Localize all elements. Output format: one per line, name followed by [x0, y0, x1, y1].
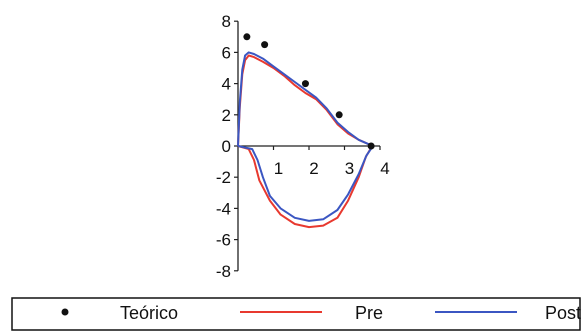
x-tick-label: 3	[345, 159, 354, 178]
y-tick-label: 2	[222, 106, 231, 125]
x-tick-label: 4	[380, 159, 389, 178]
x-tick-label: 1	[274, 159, 283, 178]
legend-box	[11, 297, 581, 331]
y-tick-label: 8	[222, 12, 231, 31]
y-tick-label: -2	[216, 168, 231, 187]
legend-teorico-marker	[61, 308, 69, 316]
series-post-line	[237, 51, 374, 222]
y-tick-label: -4	[216, 199, 231, 218]
series-points-group	[243, 33, 375, 150]
series-teorico-point	[367, 142, 375, 150]
y-tick-label: 4	[222, 75, 231, 94]
legend-pre-label: Pre	[355, 303, 383, 323]
series-teorico-point	[243, 33, 251, 41]
series-teorico-point	[261, 41, 269, 49]
series-teorico-point	[335, 111, 343, 119]
x-tick-label: 2	[309, 159, 318, 178]
y-tick-label: -6	[216, 231, 231, 250]
y-tick-label: 6	[222, 43, 231, 62]
axes-group: 8 6 4 2 0 -2 -4 -6 -8 1 2 3 4	[216, 12, 390, 281]
legend-post-label: Post	[545, 303, 581, 323]
legend: Teórico Pre Post	[11, 297, 581, 331]
y-tick-label: -8	[216, 262, 231, 281]
y-tick-label: 0	[222, 137, 231, 156]
series-lines-group	[237, 51, 374, 229]
series-teorico-point	[301, 80, 309, 88]
legend-teorico-label: Teórico	[120, 303, 178, 323]
